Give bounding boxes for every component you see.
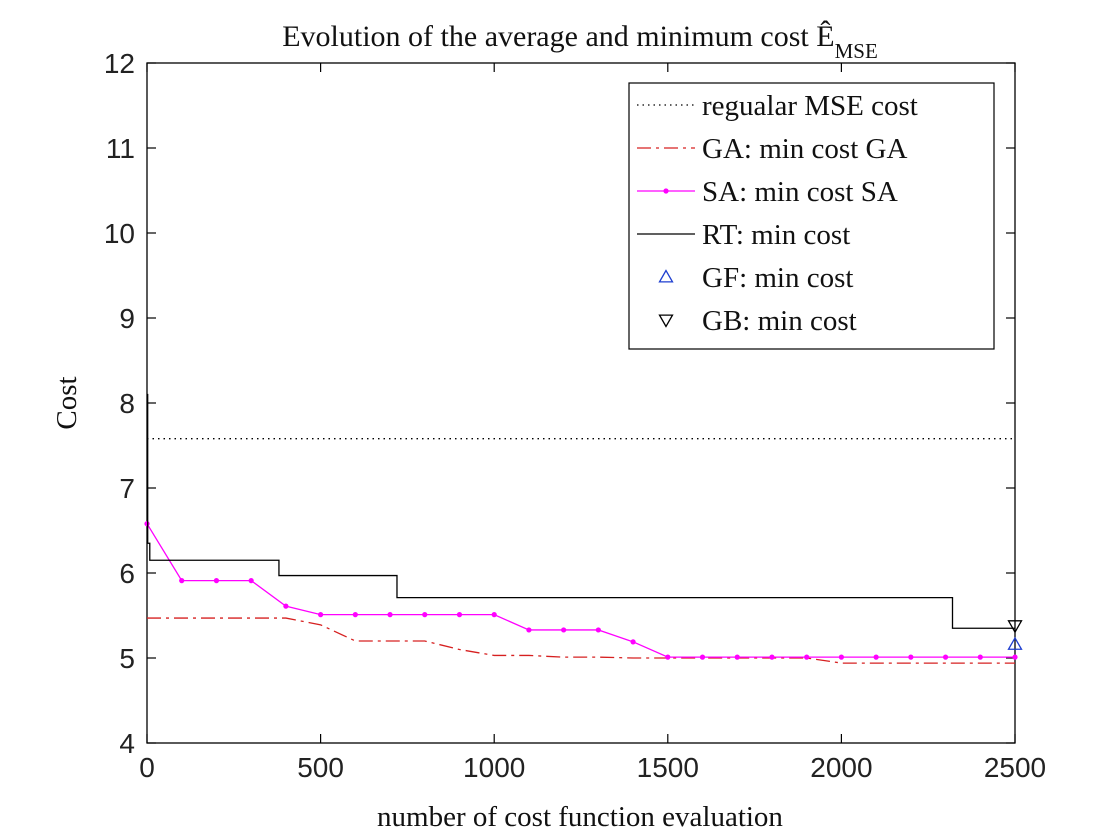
x-tick-label: 500 xyxy=(297,752,344,783)
x-tick-label: 2000 xyxy=(810,752,872,783)
chart-title: Evolution of the average and minimum cos… xyxy=(282,20,878,63)
legend-label: GB: min cost xyxy=(702,305,857,337)
x-axis-label: number of cost function evaluation xyxy=(377,801,783,833)
y-tick-label: 11 xyxy=(106,133,135,164)
sa-min-cost-sa-point xyxy=(734,654,740,660)
sa-min-cost-sa-point xyxy=(213,578,220,584)
ga-min-cost-ga-line xyxy=(147,617,1015,664)
legend-label: GA: min cost GA xyxy=(702,133,907,165)
plot-area: 0 500 1000 1500 2000 2500 4 5 6 7 8 9 10 11 12 xyxy=(104,48,1046,783)
x-tick-label: 2500 xyxy=(984,752,1046,783)
sa-min-cost-sa-point xyxy=(595,627,601,633)
y-tick-label: 9 xyxy=(119,303,135,334)
y-axis-label: Cost xyxy=(51,376,83,429)
legend-label: regualar MSE cost xyxy=(702,90,918,122)
y-tick-label: 8 xyxy=(119,388,135,419)
legend-marker xyxy=(658,269,674,283)
y-tick-label: 12 xyxy=(104,48,135,79)
sa-min-cost-sa-point xyxy=(908,654,914,660)
sa-min-cost-sa-point xyxy=(526,627,532,633)
x-tick-label: 1000 xyxy=(463,752,525,783)
gf-min-cost-marker xyxy=(1007,636,1023,650)
sa-min-cost-sa-point xyxy=(665,654,671,660)
legend: regualar MSE cost GA: min cost GA SA: min … xyxy=(628,82,995,350)
legend-label: SA: min cost SA xyxy=(702,176,898,208)
y-tick-label: 6 xyxy=(119,558,135,589)
sa-min-cost-sa-point xyxy=(699,654,706,660)
sa-min-cost-sa-point xyxy=(248,578,254,584)
sa-min-cost-sa-point xyxy=(1012,654,1018,660)
sa-min-cost-sa-point xyxy=(283,603,289,609)
y-tick-label: 5 xyxy=(119,643,135,674)
x-tick-label: 1500 xyxy=(637,752,699,783)
sa-min-cost-sa-point xyxy=(456,612,463,618)
sa-min-cost-sa-line xyxy=(146,523,1015,658)
sa-min-cost-sa-point xyxy=(491,612,497,618)
sa-min-cost-sa-point xyxy=(561,627,567,633)
y-tick-label: 4 xyxy=(119,728,135,759)
sa-min-cost-sa-point xyxy=(942,654,949,660)
sa-min-cost-sa-point xyxy=(144,521,150,527)
legend-marker xyxy=(658,314,674,328)
sa-min-cost-sa-point xyxy=(804,654,810,660)
legend-marker xyxy=(663,188,669,194)
sa-min-cost-sa-point xyxy=(179,578,185,584)
sa-min-cost-sa-point xyxy=(838,654,845,660)
sa-min-cost-sa-point xyxy=(873,654,879,660)
sa-min-cost-sa-point xyxy=(769,654,775,660)
sa-min-cost-sa-point xyxy=(977,654,983,660)
sa-min-cost-sa-point xyxy=(318,612,324,618)
legend-label: GF: min cost xyxy=(702,262,853,294)
y-tick-label: 7 xyxy=(119,473,135,504)
x-tick-label: 0 xyxy=(139,752,155,783)
sa-min-cost-sa-point xyxy=(630,639,636,645)
sa-min-cost-sa-point xyxy=(352,612,358,618)
y-tick-label: 10 xyxy=(104,218,135,249)
legend-box xyxy=(628,82,995,350)
rt-min-cost-line xyxy=(147,393,1015,629)
legend-label: RT: min cost xyxy=(702,219,850,251)
sa-min-cost-sa-point xyxy=(422,612,428,618)
gb-min-cost-marker xyxy=(1007,620,1023,634)
sa-min-cost-sa-point xyxy=(387,612,393,618)
